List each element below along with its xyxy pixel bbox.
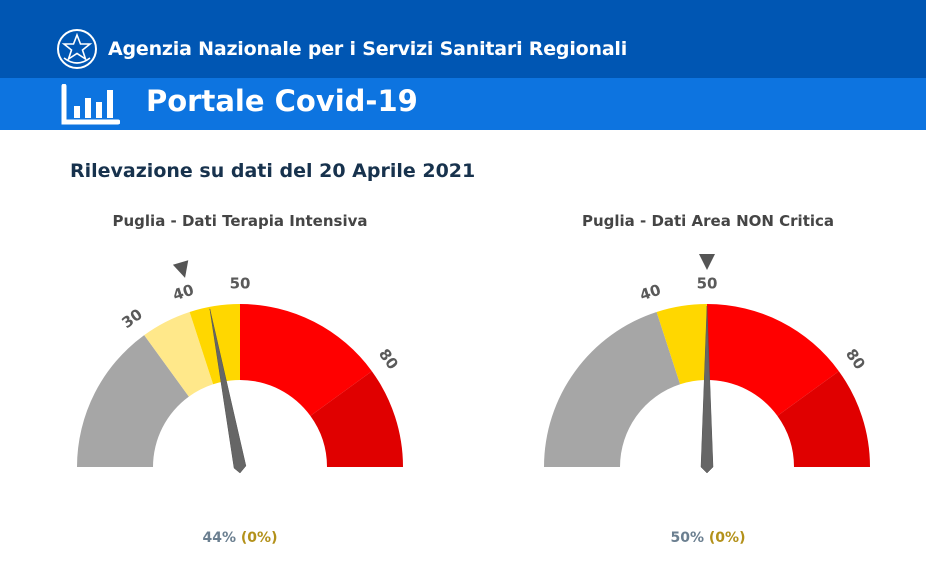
gauge-tick-label: 50 bbox=[230, 275, 251, 293]
gauge-needle bbox=[700, 305, 714, 474]
gauge-band-3 bbox=[240, 304, 372, 416]
occupancy-value: 44% bbox=[202, 530, 237, 546]
gauge-tick-label: 80 bbox=[842, 345, 869, 372]
gauge-tick-label: 50 bbox=[697, 275, 718, 293]
gauge-tick-label: 40 bbox=[638, 281, 663, 305]
gauge-band-0 bbox=[544, 311, 681, 467]
gauge-title-intensive-care: Puglia - Dati Terapia Intensiva bbox=[112, 212, 368, 230]
bar-chart-icon bbox=[61, 84, 120, 125]
agency-header-bar bbox=[0, 0, 926, 78]
gauge-band-3 bbox=[777, 371, 870, 467]
gauge-band-1 bbox=[144, 311, 214, 397]
occupancy-value: 50% bbox=[670, 530, 705, 546]
agency-title: Agenzia Nazionale per i Servizi Sanitari… bbox=[108, 38, 628, 60]
gauge-title-non-critical: Puglia - Dati Area NON Critica bbox=[581, 212, 835, 230]
gauge-tick-label: 40 bbox=[171, 281, 196, 305]
target-marker bbox=[699, 254, 715, 270]
gauge-band-4 bbox=[310, 371, 403, 467]
gauge-readout-non-critical: 50% (0%) bbox=[608, 530, 808, 546]
gauge-needle bbox=[209, 308, 247, 474]
portal-header-bar bbox=[0, 78, 926, 130]
survey-date-heading: Rilevazione su dati del 20 Aprile 2021 bbox=[70, 160, 476, 182]
gauge-band-1 bbox=[656, 304, 707, 385]
gauge-band-2 bbox=[189, 304, 240, 385]
italian-republic-emblem-icon bbox=[57, 29, 97, 69]
gauge-band-0 bbox=[77, 335, 189, 467]
gauge-band-2 bbox=[707, 304, 839, 416]
gauge-readout-intensive-care: 44% (0%) bbox=[140, 530, 340, 546]
occupancy-delta: (0%) bbox=[708, 530, 746, 546]
occupancy-delta: (0%) bbox=[240, 530, 278, 546]
portal-title: Portale Covid-19 bbox=[146, 84, 418, 118]
target-marker bbox=[172, 260, 189, 278]
